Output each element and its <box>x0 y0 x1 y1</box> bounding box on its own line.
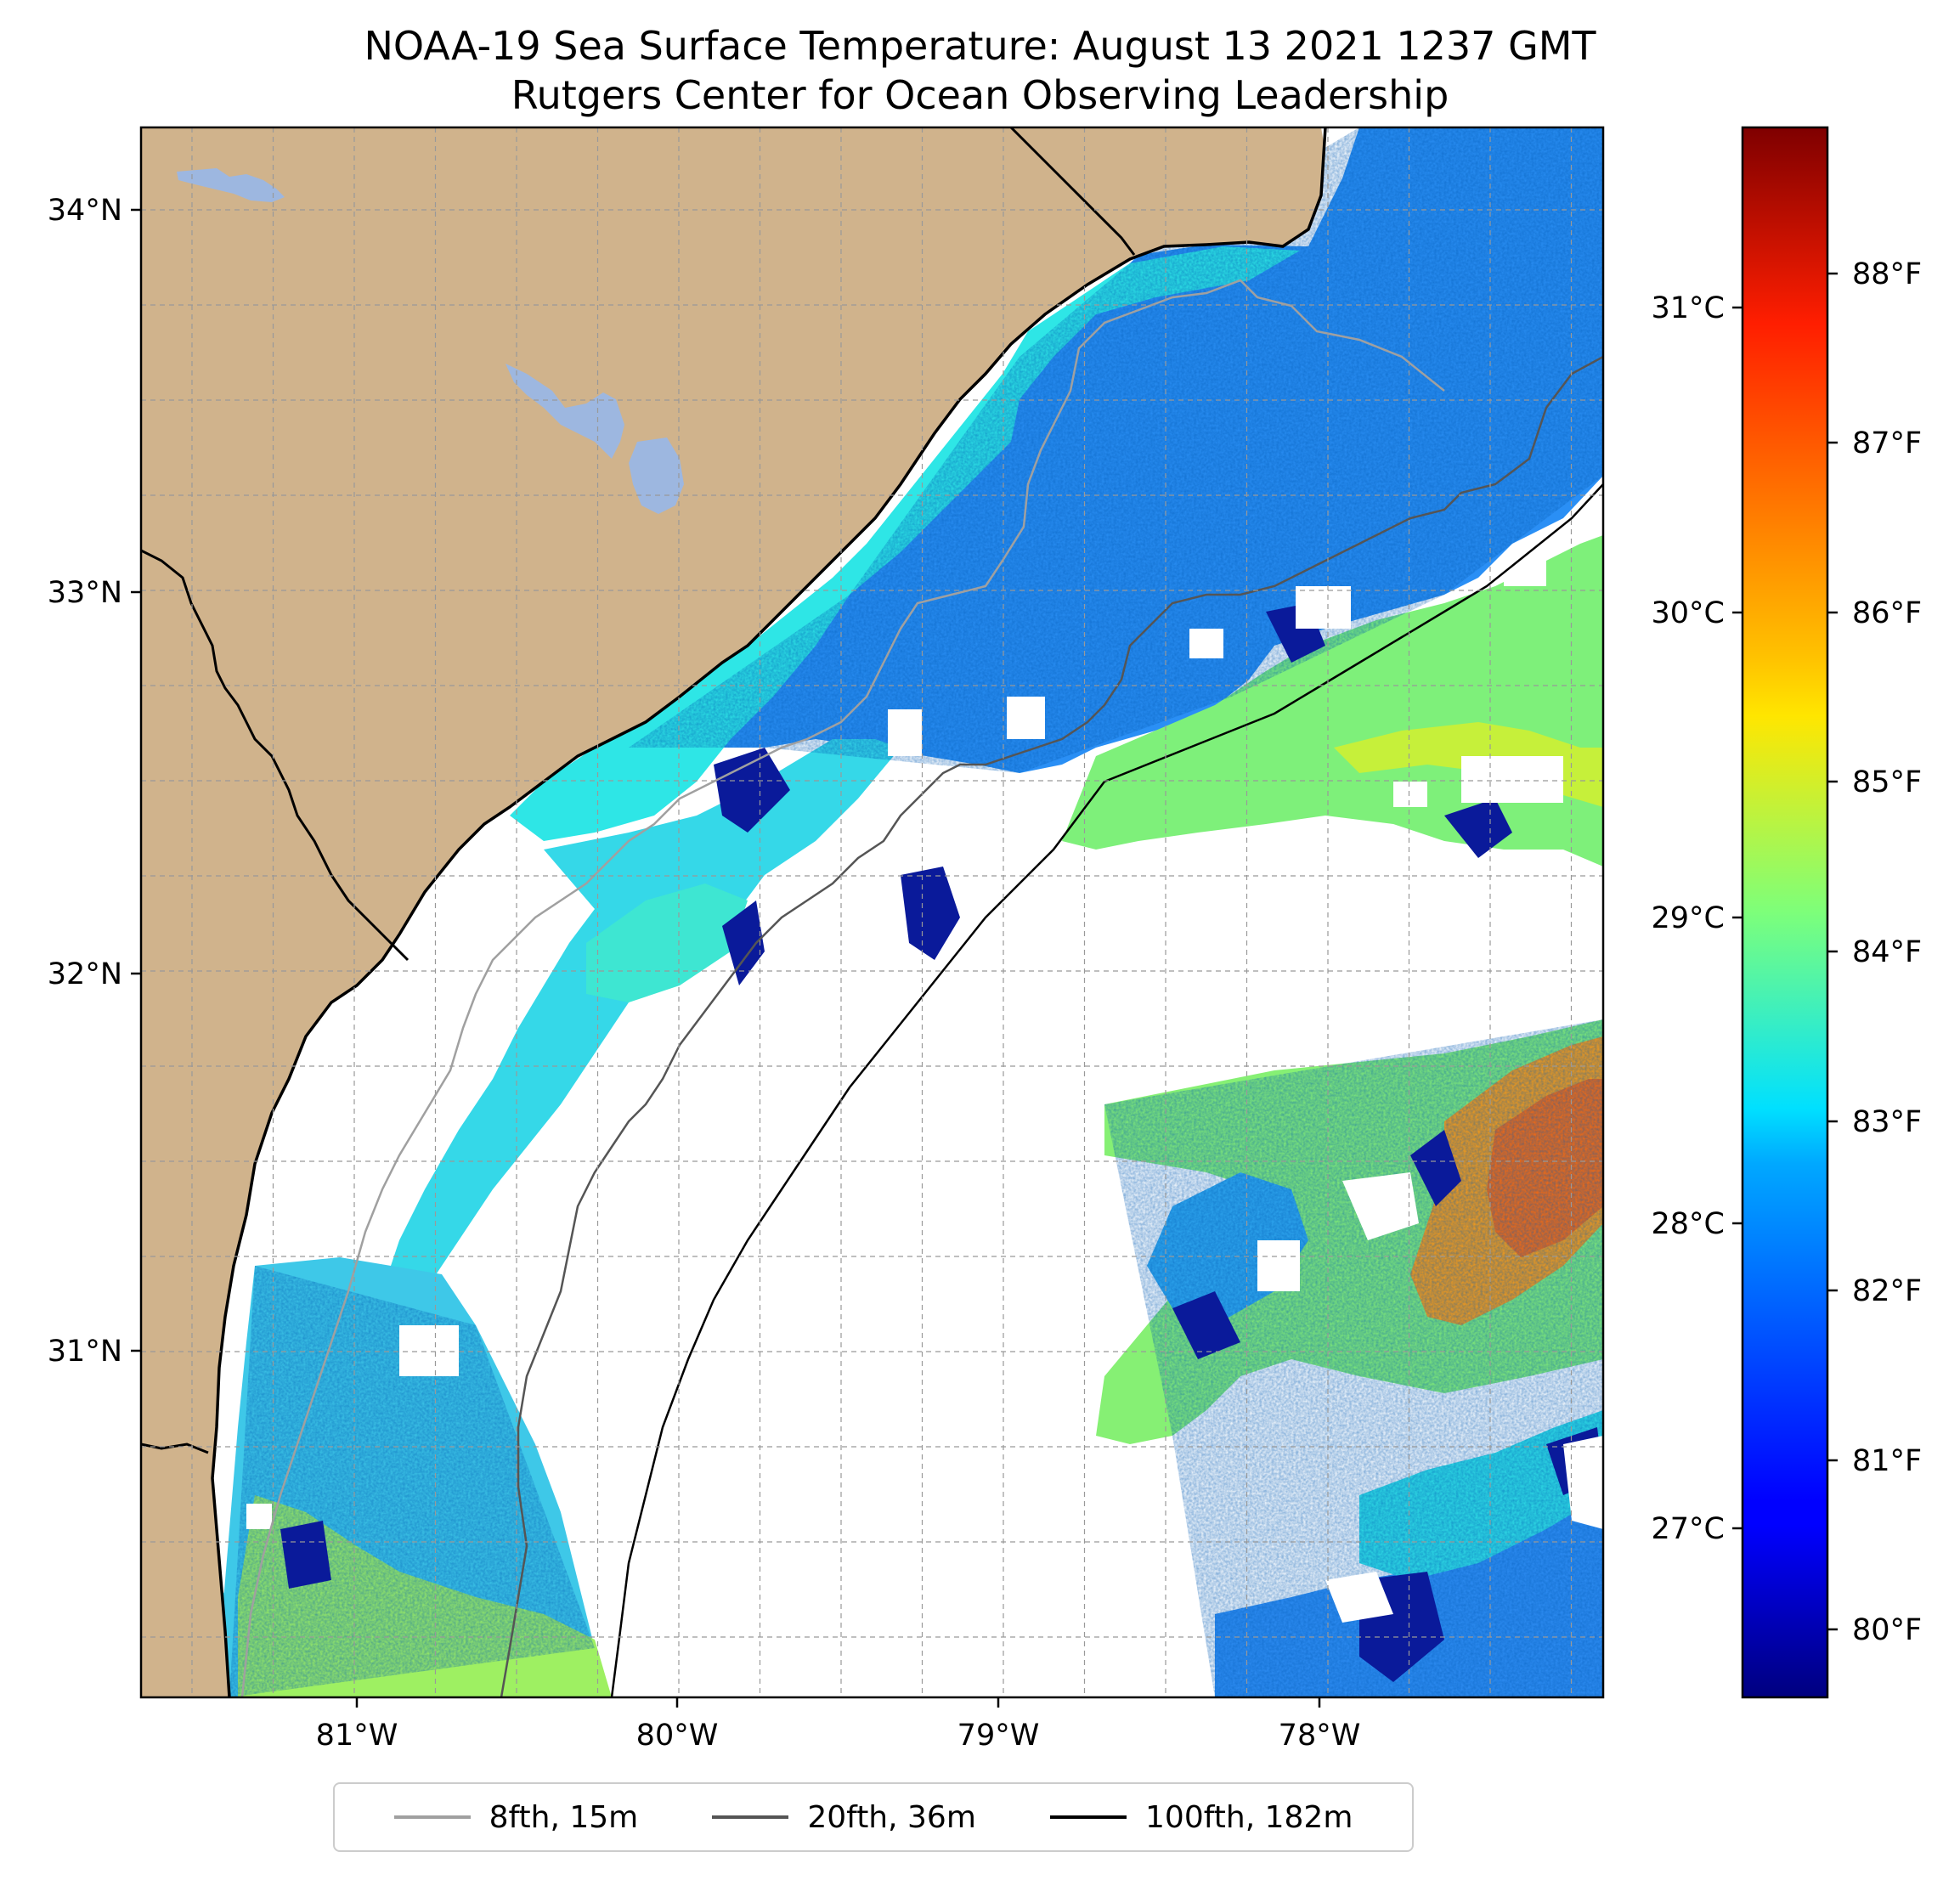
legend-item-15m: 8fth, 15m <box>393 1799 639 1835</box>
lake-moultrie <box>629 438 684 514</box>
celsius-tick-label: 28°C <box>1652 1207 1725 1241</box>
coastline <box>211 127 1327 1697</box>
celsius-tick-label: 27°C <box>1652 1512 1725 1546</box>
fahrenheit-tick-label: 81°F <box>1852 1444 1922 1478</box>
figure-subtitle: Rutgers Center for Ocean Observing Leade… <box>511 72 1449 118</box>
fahrenheit-tick-label: 88°F <box>1852 257 1922 291</box>
state-border-3 <box>1009 127 1136 256</box>
lat-tick-label: 32°N <box>48 957 122 991</box>
fahrenheit-tick-label: 80°F <box>1852 1613 1922 1647</box>
isobath-legend: 8fth, 15m 20fth, 36m 100fth, 182m <box>333 1782 1414 1852</box>
isobath-15m <box>240 279 1445 1697</box>
legend-swatch-36m <box>712 1815 789 1819</box>
fahrenheit-tick-label: 85°F <box>1852 765 1922 799</box>
lon-tick-label: 78°W <box>1279 1719 1361 1753</box>
sst-texture <box>229 127 1603 1697</box>
land-mass <box>141 127 1325 1697</box>
colorbar-fahrenheit-ticks: 88°F 87°F 86°F 85°F 84°F 83°F 82°F 81°F 80°F <box>1827 257 1922 1647</box>
legend-swatch-182m <box>1050 1815 1127 1819</box>
lon-tick-label: 81°W <box>316 1719 398 1753</box>
fahrenheit-tick-label: 86°F <box>1852 596 1922 630</box>
legend-label-36m: 20fth, 36m <box>807 1799 976 1835</box>
colorbar-celsius-ticks: 31°C 30°C 29°C 28°C 27°C <box>1652 291 1743 1546</box>
fahrenheit-tick-label: 83°F <box>1852 1105 1922 1139</box>
map-frame <box>139 126 1605 1699</box>
graticule <box>141 127 1603 1697</box>
isobath-182m <box>610 483 1603 1697</box>
colorbar <box>1741 126 1829 1699</box>
figure-title: NOAA-19 Sea Surface Temperature: August … <box>364 23 1596 69</box>
legend-label-182m: 100fth, 182m <box>1145 1799 1353 1835</box>
legend-item-182m: 100fth, 182m <box>1050 1800 1353 1835</box>
longitude-ticks: 81°W 80°W 79°W 78°W <box>316 1697 1361 1753</box>
lake-marion <box>506 364 624 459</box>
lon-tick-label: 79°W <box>957 1719 1040 1753</box>
map-area <box>141 127 1603 1697</box>
state-border <box>141 549 410 962</box>
lat-tick-label: 33°N <box>48 576 122 610</box>
lon-tick-label: 80°W <box>636 1719 719 1753</box>
isobath-36m <box>500 355 1603 1697</box>
celsius-tick-label: 29°C <box>1652 901 1725 935</box>
legend-label-15m: 8fth, 15m <box>489 1799 639 1835</box>
legend-item-36m: 20fth, 36m <box>712 1800 976 1835</box>
lake-wateree <box>177 168 285 202</box>
legend-swatch-15m <box>393 1815 471 1819</box>
fahrenheit-tick-label: 84°F <box>1852 935 1922 969</box>
sst-field-midshelf-patch <box>586 884 748 1002</box>
fahrenheit-tick-label: 82°F <box>1852 1274 1922 1308</box>
fahrenheit-tick-label: 87°F <box>1852 426 1922 460</box>
celsius-tick-label: 31°C <box>1652 291 1725 325</box>
latitude-ticks: 34°N 33°N 32°N 31°N <box>48 194 141 1369</box>
celsius-tick-label: 30°C <box>1652 596 1725 630</box>
lat-tick-label: 31°N <box>48 1335 122 1369</box>
lat-tick-label: 34°N <box>48 194 122 228</box>
cloud-gaps <box>246 552 1603 1623</box>
